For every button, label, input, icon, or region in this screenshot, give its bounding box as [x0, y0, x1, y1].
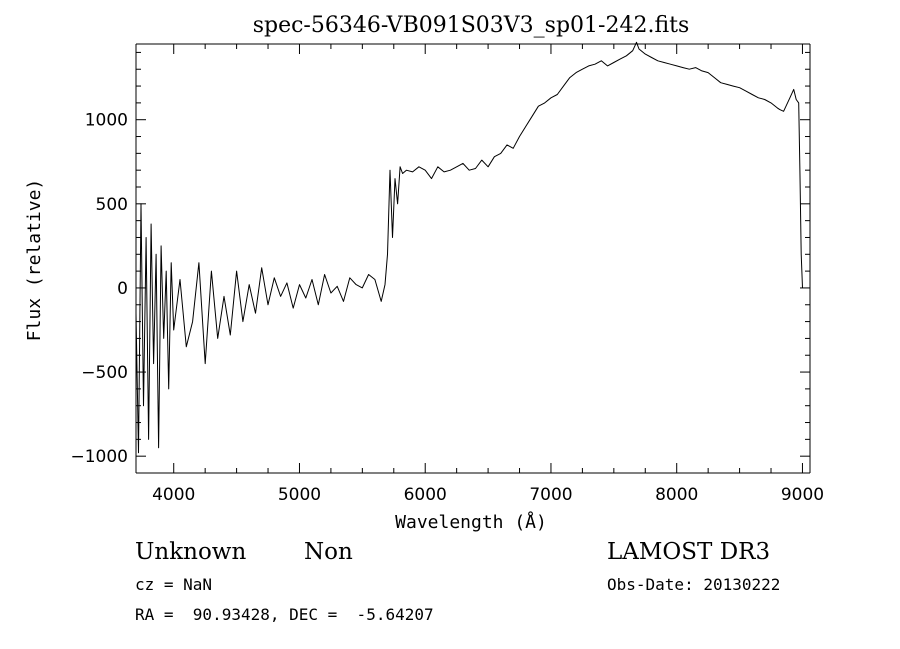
plot-frame: [135, 43, 811, 474]
object-subclass-label: Non: [304, 539, 353, 565]
y-axis-ticks: [136, 51, 810, 457]
x-tick-label: 9000: [781, 485, 824, 505]
spectrum-series-line: [135, 41, 803, 454]
y-axis-label: Flux (relative): [24, 179, 45, 342]
x-tick-label: 7000: [529, 485, 572, 505]
x-axis-tick-labels: 4000 5000 6000 7000 8000 9000: [152, 485, 824, 505]
x-tick-label: 6000: [404, 485, 447, 505]
x-tick-label: 4000: [152, 485, 195, 505]
y-tick-label: −1000: [70, 447, 128, 467]
x-tick-label: 5000: [278, 485, 321, 505]
x-axis-ticks: [173, 44, 803, 473]
y-tick-label: 0: [117, 279, 128, 299]
obs-date-label: Obs-Date: 20130222: [607, 575, 780, 594]
x-axis-label: Wavelength (Å): [395, 511, 547, 533]
x-tick-label: 8000: [655, 485, 698, 505]
survey-label: LAMOST DR3: [607, 539, 770, 565]
y-tick-label: −500: [81, 363, 128, 383]
object-class-label: Unknown: [135, 539, 246, 565]
chart-title: spec-56346-VB091S03V3_sp01-242.fits: [253, 13, 690, 38]
y-tick-label: 500: [96, 195, 128, 215]
redshift-label: cz = NaN: [135, 575, 212, 594]
coordinates-label: RA = 90.93428, DEC = -5.64207: [135, 605, 434, 624]
y-tick-label: 1000: [85, 111, 128, 131]
y-axis-tick-labels: −1000 −500 0 500 1000: [70, 111, 128, 467]
